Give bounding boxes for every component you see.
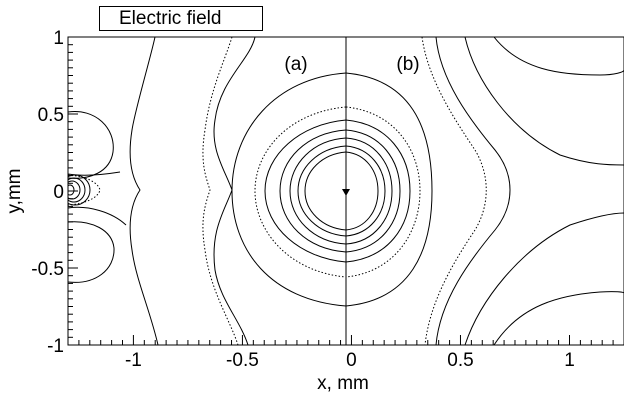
contour-left-focus-1 xyxy=(68,184,75,196)
x-tick-label: -1 xyxy=(125,350,142,371)
contour-center-b-dotted xyxy=(345,106,421,278)
x-tick-label: -0.5 xyxy=(226,350,259,371)
axis-labels: -1 -0.5 0 0.5 1 -1 -0.5 0 0.5 1 x, mm y,mm (a) (b) xyxy=(4,28,575,394)
contour-left-far xyxy=(213,37,256,345)
panel-label-b: (b) xyxy=(396,54,419,75)
contour-center-b3 xyxy=(345,129,401,253)
contour-right-dotted xyxy=(421,37,487,345)
y-tick-label: -1 xyxy=(47,336,64,357)
x-tick-label: 0 xyxy=(346,350,357,371)
contour-center-b4 xyxy=(345,137,393,245)
y-tick-label: 0 xyxy=(53,182,64,203)
contour-center-b1 xyxy=(345,72,433,307)
x-axis-label: x, mm xyxy=(317,373,369,394)
contour-center-2 xyxy=(264,119,347,263)
y-tick-label: 1 xyxy=(53,28,64,49)
contour-right-bottom xyxy=(493,291,624,345)
contour-right-top xyxy=(493,37,624,76)
x-tick-label: 1 xyxy=(564,350,575,371)
contour-center-b2 xyxy=(345,119,411,263)
contour-center-6 xyxy=(304,151,347,231)
contour-center-b6 xyxy=(345,151,379,231)
axes xyxy=(67,36,624,346)
y-tick-label: 0.5 xyxy=(38,105,64,126)
chart-title: Electric field xyxy=(99,6,263,31)
contour-left-focus-3 xyxy=(68,177,86,203)
contour-left-separatrix xyxy=(129,37,159,345)
contour-left-upper-lobe xyxy=(68,111,114,179)
contour-left-lower-lobe xyxy=(68,221,115,283)
contour-right-mid-bottom xyxy=(464,212,624,345)
contour-left-wide-2 xyxy=(68,171,121,176)
y-tick-label: -0.5 xyxy=(31,259,64,280)
contour-left-focus-dotted xyxy=(68,174,101,206)
contour-center-3 xyxy=(279,129,347,253)
contour-center-1 xyxy=(231,72,347,307)
contour-center-b5 xyxy=(345,145,386,237)
x-tick-label: 0.5 xyxy=(447,350,473,371)
contour-left-dotted xyxy=(202,37,239,345)
contour-lines xyxy=(68,37,624,345)
contour-right-mid-top xyxy=(464,37,624,166)
contour-left-wide xyxy=(68,206,127,226)
contour-left-focus-4 xyxy=(68,174,91,206)
y-axis-label: y,mm xyxy=(4,168,25,213)
panel-label-a: (a) xyxy=(284,54,307,75)
contour-center-4 xyxy=(289,137,347,245)
contour-right-separatrix xyxy=(435,37,511,345)
contour-center-5 xyxy=(297,145,347,237)
